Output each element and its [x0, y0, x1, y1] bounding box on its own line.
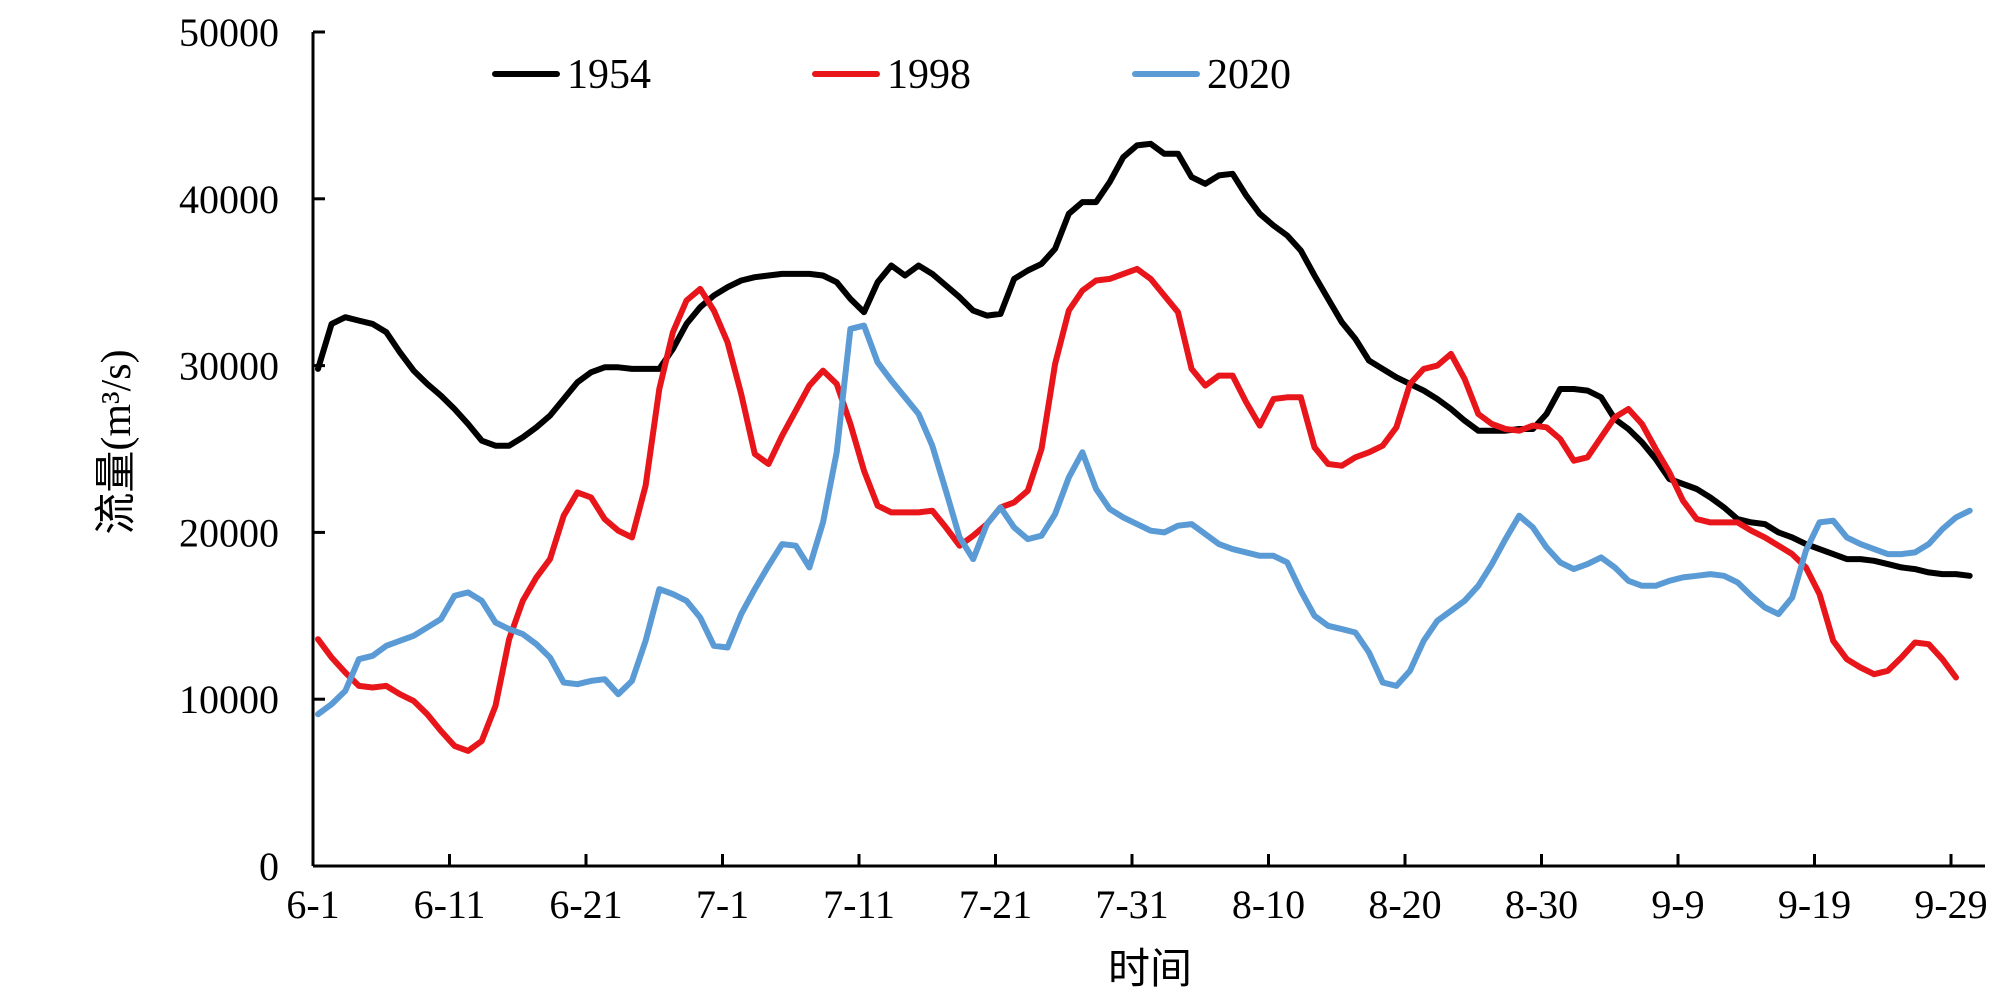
x-axis-title: 时间	[1108, 947, 1192, 993]
y-tick-label: 50000	[179, 10, 279, 55]
x-tick-label: 7-31	[1095, 882, 1168, 927]
y-tick-label: 20000	[179, 510, 279, 555]
x-tick-label: 9-19	[1778, 882, 1851, 927]
x-tick-label: 9-9	[1651, 882, 1704, 927]
x-tick-label: 6-1	[286, 882, 339, 927]
series-lines	[315, 140, 1973, 754]
legend: 1954 1998 2020	[492, 52, 1291, 98]
series-line-1954	[315, 140, 1973, 579]
series-line-2020	[315, 322, 1973, 718]
y-tick-label: 0	[259, 844, 279, 889]
series-line-1998	[315, 265, 1959, 754]
legend-label-2020: 2020	[1207, 52, 1291, 98]
x-tick-label: 8-10	[1232, 882, 1305, 927]
y-tick-label: 10000	[179, 677, 279, 722]
legend-label-1954: 1954	[567, 52, 651, 98]
y-axis: 0 10000 20000 30000 40000 50000	[179, 10, 325, 889]
x-tick-label: 7-11	[823, 882, 895, 927]
x-tick-label: 7-21	[959, 882, 1032, 927]
x-tick-label: 8-20	[1368, 882, 1441, 927]
x-tick-label: 6-11	[414, 882, 486, 927]
x-tick-label: 7-1	[696, 882, 749, 927]
y-tick-label: 40000	[179, 177, 279, 222]
legend-label-1998: 1998	[887, 52, 971, 98]
x-tick-label: 8-30	[1505, 882, 1578, 927]
y-tick-label: 30000	[179, 344, 279, 389]
y-axis-title: 流量(m³/s)	[94, 349, 140, 534]
x-axis: 6-1 6-11 6-21 7-1 7-11 7-21 7-31 8-10 8-20 8-30 9-…	[286, 854, 1988, 927]
x-tick-label: 6-21	[549, 882, 622, 927]
x-tick-label: 9-29	[1914, 882, 1987, 927]
